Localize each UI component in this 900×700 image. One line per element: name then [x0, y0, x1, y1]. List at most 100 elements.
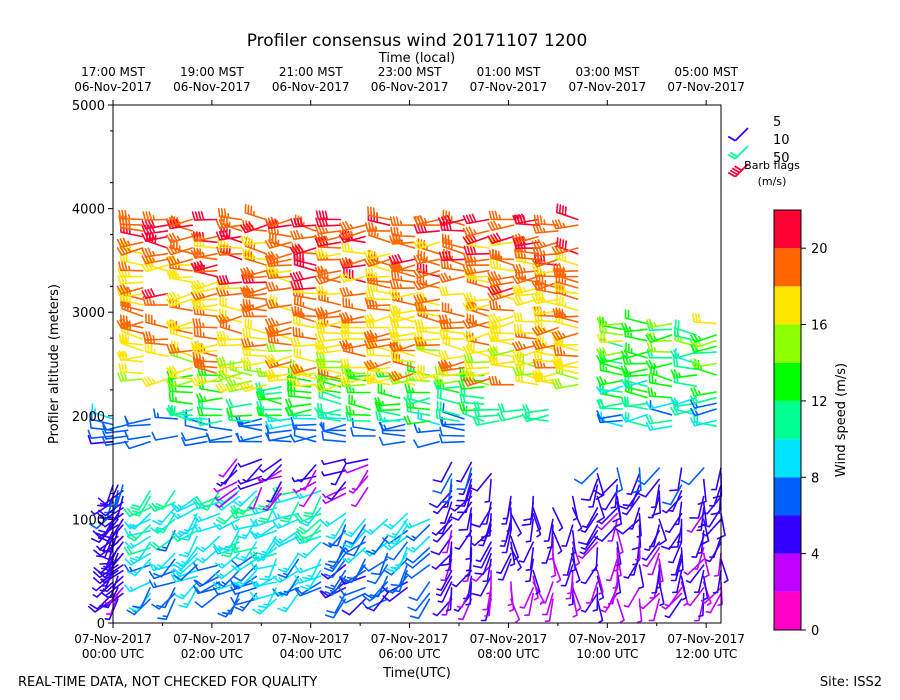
wind-barb [690, 407, 717, 417]
wind-barb [567, 569, 574, 595]
wind-barb [664, 598, 683, 619]
colorbar-segment [774, 362, 801, 401]
wind-barb [302, 495, 322, 518]
wind-barb [363, 329, 391, 341]
top-tick-label-time: 05:00 MST [674, 65, 738, 79]
wind-barb [620, 414, 648, 423]
wind-barb [195, 393, 223, 403]
wind-barb [192, 356, 218, 369]
wind-barb [532, 512, 542, 538]
wind-barb [102, 430, 129, 440]
wind-barb [438, 366, 465, 377]
wind-barb [351, 487, 369, 508]
wind-barb [272, 510, 300, 520]
wind-barb [512, 286, 539, 297]
x-tick-label-date: 07-Nov-2017 [74, 632, 152, 646]
wind-barb [285, 398, 312, 408]
wind-barb [152, 507, 176, 526]
wind-barb [190, 231, 218, 242]
wind-barb [488, 210, 515, 221]
wind-barb [368, 226, 391, 244]
wind-barb [533, 359, 559, 369]
wind-barb [242, 464, 263, 483]
wind-barb [320, 512, 347, 527]
wind-barb [330, 464, 347, 486]
wind-barb [439, 426, 465, 437]
colorbar-tick-label: 8 [811, 471, 819, 486]
wind-barb [102, 436, 129, 447]
wind-barb [259, 558, 277, 581]
wind-barb [673, 501, 683, 526]
wind-barb [621, 397, 648, 408]
wind-barb [648, 373, 673, 388]
colorbar-segment [774, 439, 801, 478]
wind-barb [487, 276, 515, 287]
wind-barb [413, 294, 440, 305]
wind-barb [532, 569, 541, 595]
wind-barb [655, 564, 662, 589]
wind-barb [299, 487, 317, 508]
wind-barb [463, 245, 490, 256]
wind-barb [118, 261, 144, 272]
wind-barb [413, 215, 440, 226]
wind-barb [265, 372, 292, 382]
wind-barb [290, 280, 317, 291]
wind-barb [241, 346, 267, 357]
wind-barb [102, 424, 129, 434]
wind-barb [101, 421, 129, 431]
wind-barb [214, 564, 240, 580]
wind-barb [116, 284, 144, 295]
wind-barb [648, 524, 660, 548]
wind-barb [103, 535, 124, 553]
colorbar-segment [774, 324, 801, 363]
wind-barb [141, 247, 169, 258]
wind-barb [327, 481, 347, 501]
wind-barb [324, 558, 347, 578]
wind-barb [240, 266, 267, 278]
wind-barb [292, 326, 317, 340]
wind-barb [413, 331, 440, 342]
wind-barb [324, 598, 347, 619]
wind-barb [363, 313, 391, 324]
wind-barb [383, 512, 408, 530]
wind-barb [314, 339, 342, 351]
wind-barb [264, 353, 292, 365]
wind-barb [365, 290, 391, 301]
wind-barb [502, 495, 512, 520]
wind-barb [574, 467, 599, 485]
wind-barb [645, 400, 673, 410]
wind-barb [551, 330, 579, 341]
wind-barb [693, 569, 705, 593]
wind-barb [409, 598, 431, 620]
wind-barb [519, 587, 534, 609]
wind-barb [103, 587, 124, 606]
wind-barb [487, 271, 515, 282]
wind-barb [472, 575, 492, 597]
wind-barb [339, 287, 366, 297]
wind-barb [456, 467, 473, 491]
y-axis-label: Profiler altitude (meters) [47, 284, 62, 444]
wind-barb [709, 484, 722, 507]
wind-barb [462, 301, 490, 312]
wind-barb [98, 501, 124, 517]
wind-barb [290, 337, 317, 348]
wind-barb [555, 294, 579, 312]
wind-barb [324, 569, 347, 590]
wind-barb [541, 592, 554, 616]
x-tick-label-date: 07-Nov-2017 [272, 632, 350, 646]
wind-barb [390, 350, 416, 363]
wind-barb [463, 353, 490, 364]
wind-barb [153, 490, 176, 510]
wind-barb [531, 368, 559, 380]
wind-barb [168, 391, 193, 405]
wind-barb [531, 325, 559, 336]
wind-barb [388, 288, 416, 300]
wind-barb [194, 592, 221, 608]
wind-barb [277, 558, 300, 579]
wind-barb [265, 299, 292, 310]
wind-barb [265, 218, 292, 229]
wind-barb [101, 581, 124, 597]
wind-barb [624, 309, 648, 325]
colorbar-segment [774, 400, 801, 440]
wind-barb [672, 357, 698, 370]
